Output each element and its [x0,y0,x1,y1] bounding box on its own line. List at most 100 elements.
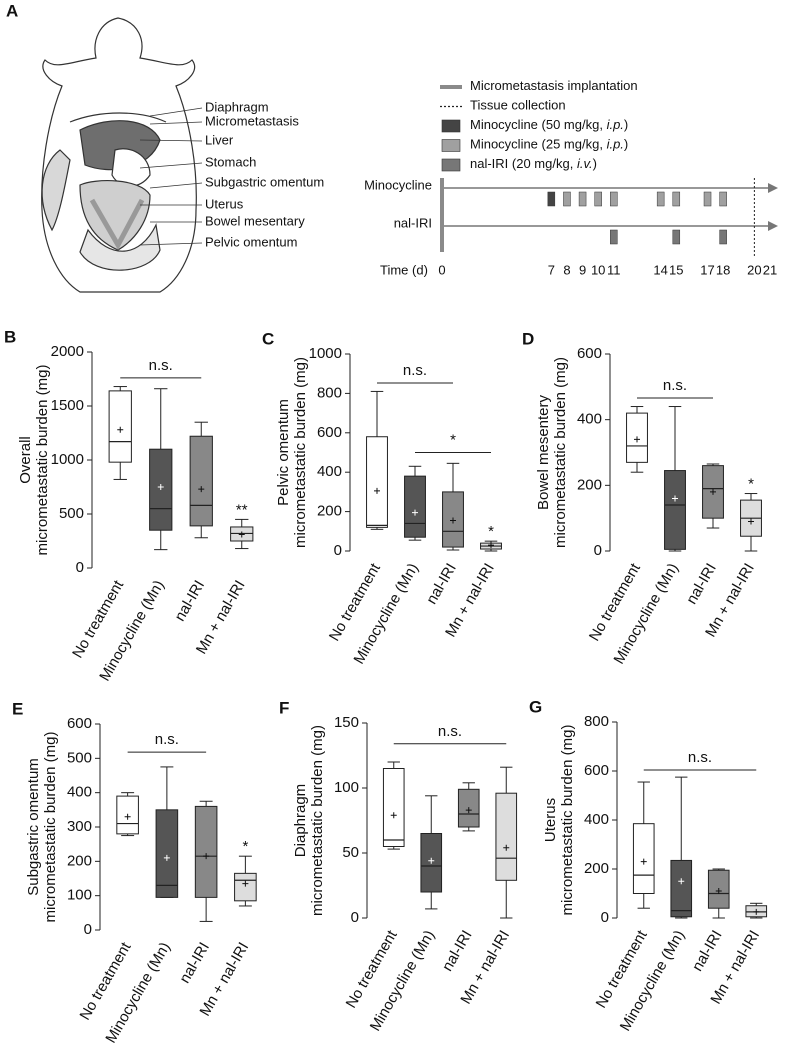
y-tick-label: 0 [351,909,359,926]
panel-letter: G [529,697,542,716]
x-tick-label: 11 [607,262,621,277]
y-tick-label: 1000 [309,345,342,362]
box [366,436,388,528]
dose-mark [656,191,665,207]
arrowhead [768,183,778,193]
panel-letter: D [522,329,534,348]
mean-marker [163,854,170,861]
legend-route: i.v. [577,156,593,171]
legend-text: Minocycline (25 mg/kg, [470,137,607,152]
significance-label: * [450,431,456,448]
y-tick-label: 1000 [51,451,84,468]
y-tick-label: 400 [584,811,609,828]
y-tick-label: 300 [67,818,92,835]
significance-marker: ** [236,501,248,518]
mean-marker [124,813,131,820]
x-tick-label: 21 [763,262,777,277]
panel-letter: B [4,327,16,346]
box [194,805,218,898]
dose-mark [703,191,712,207]
y-axis-label: Pelvic omentum [275,399,292,506]
mean-marker [390,812,397,819]
y-tick-label: 400 [577,411,602,428]
legend-swatch [441,139,461,152]
mean-marker [203,853,210,860]
significance-label: n.s. [149,357,173,374]
x-tick-label: nal-IRI [683,560,720,607]
organ-label: Bowel mesentary [205,213,305,228]
significance-label: n.s. [403,362,427,379]
mean-marker [634,436,640,443]
mean-marker [748,518,754,525]
legend-text: Minocycline (50 mg/kg, [470,117,607,132]
panel-letter: A [6,1,18,20]
mean-marker [640,858,647,865]
y-tick-label: 0 [84,921,92,938]
mean-marker [450,517,456,524]
organ-label: Pelvic omentum [205,234,297,249]
y-tick-label: 2000 [51,343,84,360]
y-tick-label: 50 [342,844,359,861]
x-tick-label: nal-IRI [423,560,460,607]
dose-mark [719,229,727,245]
dose-mark [610,191,618,207]
y-tick-label: 200 [584,860,609,877]
legend-end: ) [593,156,597,171]
x-tick-label: 0 [438,262,445,277]
legend-text: Micrometastasis implantation [470,78,638,93]
mean-marker [465,807,472,814]
legend-end: ) [624,117,628,132]
legend-text: nal-IRI (20 mg/kg, [470,156,577,171]
mean-marker [428,857,435,864]
organ-label: Subgastric omentum [205,174,324,189]
x-tick-label: nal-IRI [171,577,208,624]
mean-marker [117,426,124,433]
legend-swatch [441,158,461,172]
box [234,872,257,902]
organ-label: Diaphragm [205,99,269,114]
y-tick-label: 0 [594,542,602,559]
x-tick-label: 10 [591,262,605,277]
legend-end: ) [624,137,628,152]
significance-label: n.s. [663,377,687,394]
row-label: Minocycline [364,177,432,192]
significance-marker: * [242,838,248,855]
legend-label: Micrometastasis implantation [470,78,638,93]
mean-marker [503,844,510,851]
organ-label: Stomach [205,154,256,169]
row-label: nal-IRI [394,215,432,230]
significance-label: n.s. [688,749,712,766]
box [495,792,518,881]
panel-letter: E [12,699,23,718]
y-tick-label: 0 [334,542,342,559]
significance-label: n.s. [155,731,179,748]
y-tick-label: 200 [67,852,92,869]
x-tick-label: nal-IRI [439,927,476,974]
mean-marker [374,487,380,494]
legend-label: nal-IRI (20 mg/kg, i.v.) [470,156,597,171]
box [108,390,132,463]
y-tick-label: 0 [601,909,609,926]
legend-text: Tissue collection [470,98,566,113]
y-tick-label: 150 [334,714,359,731]
leader-lines [139,107,203,246]
y-tick-label: 800 [317,384,342,401]
y-tick-label: 800 [584,713,609,730]
box [189,435,213,527]
dose-mark [672,229,681,245]
mean-marker [753,908,760,915]
organ-label: Uterus [205,196,244,211]
mean-marker [198,486,205,493]
y-tick-label: 400 [67,784,92,801]
box [155,809,179,898]
x-axis-label: Time (d) [380,262,428,277]
dose-mark [578,191,587,207]
dose-mark [672,191,681,207]
x-tick-label: 17 [700,262,714,277]
y-tick-label: 600 [584,762,609,779]
mean-marker [157,484,164,490]
y-tick-label: 100 [334,779,359,796]
x-tick-label: nal-IRI [689,927,726,974]
mean-marker [672,495,678,502]
